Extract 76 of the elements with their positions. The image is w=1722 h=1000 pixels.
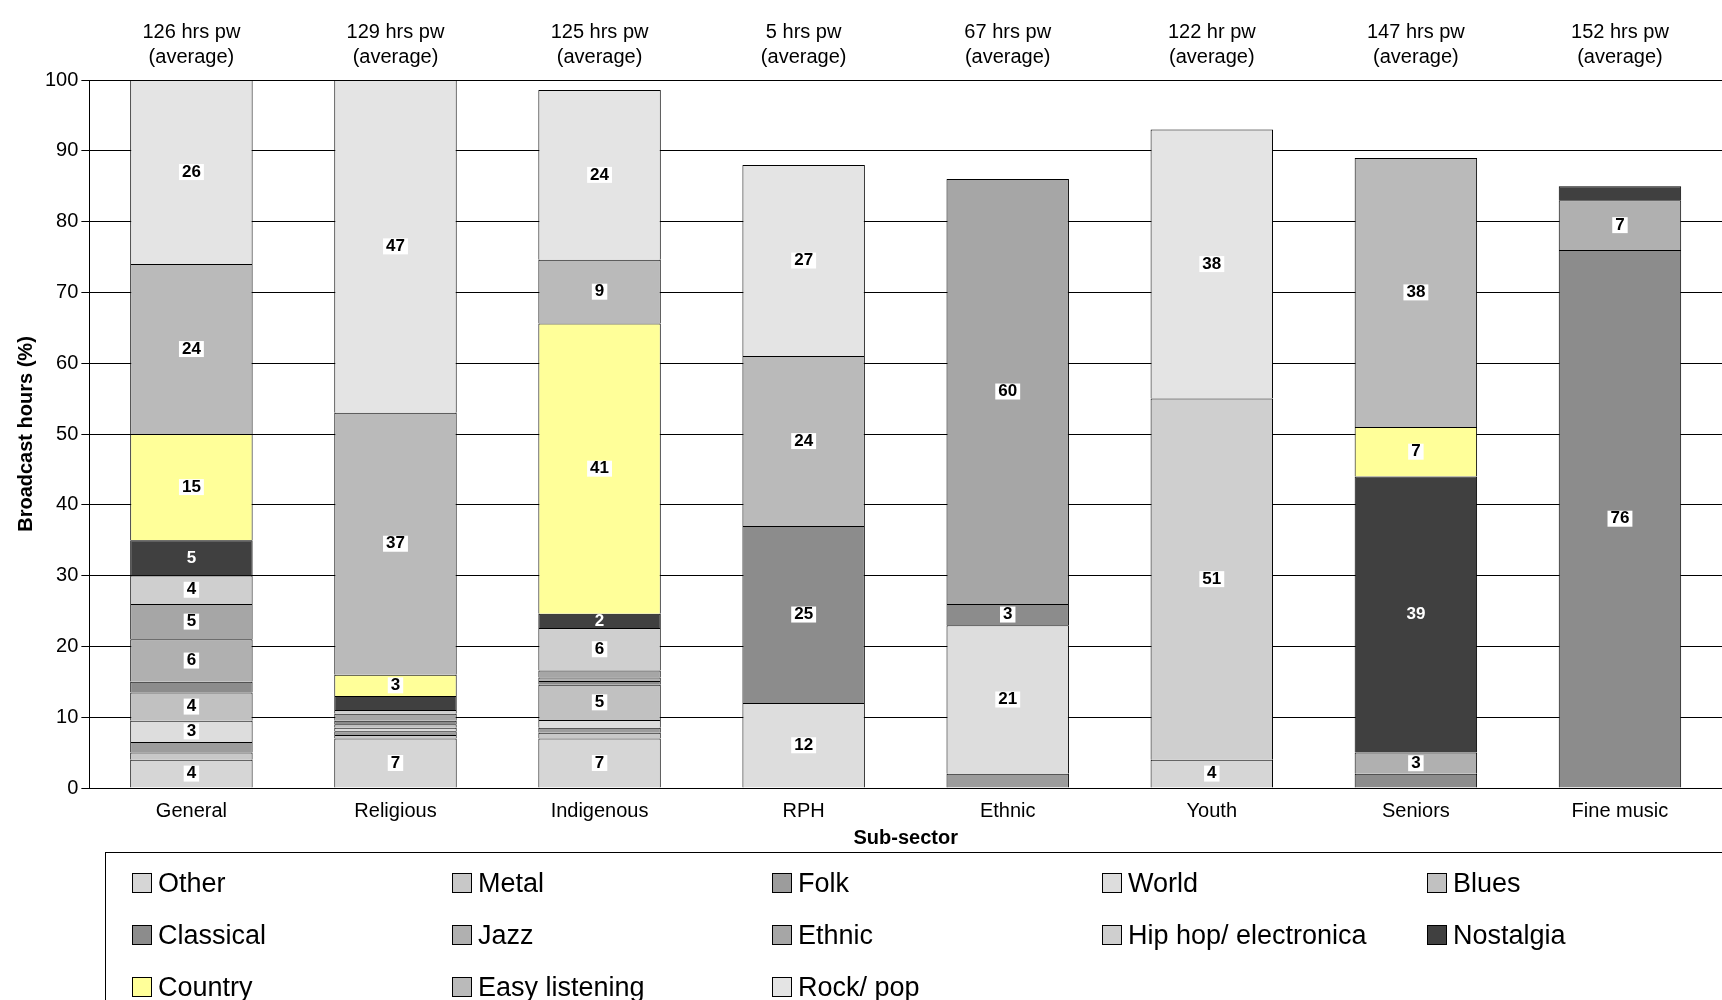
text: 152 hrs pw (average): [1571, 19, 1670, 67]
data-label: 6: [594, 638, 605, 658]
data-label: 3: [1002, 604, 1013, 624]
data-label: 15: [181, 476, 201, 496]
data-label: 27: [794, 250, 814, 270]
data-label: 60: [998, 381, 1018, 401]
text: 129 hrs pw (average): [346, 19, 445, 67]
data-label: 51: [1202, 568, 1222, 588]
text: 125 hrs pw (average): [550, 19, 650, 67]
y-tick-label: 70: [56, 279, 79, 302]
data-label: 37: [386, 533, 405, 553]
data-label: 47: [386, 236, 405, 256]
data-label: 3: [390, 675, 401, 695]
data-label: 5: [594, 692, 605, 712]
data-label: 24: [590, 164, 610, 184]
y-tick-label: 30: [56, 563, 79, 586]
data-label: 25: [794, 604, 814, 624]
data-label: 4: [186, 579, 197, 599]
y-axis-title: Broadcast hours (%): [13, 336, 36, 532]
data-label: 7: [1615, 214, 1625, 234]
text: 147 hrs pw (average): [1366, 19, 1466, 67]
legend-label: Metal: [478, 867, 545, 899]
y-tick-label: 0: [67, 775, 79, 798]
data-label: 2: [594, 610, 605, 630]
y-tick-label: 40: [56, 492, 79, 515]
x-tick-label: Seniors: [1381, 798, 1450, 821]
legend-label: World: [1128, 867, 1199, 899]
data-label: 26: [181, 161, 201, 181]
y-tick-label: 20: [56, 633, 79, 656]
x-tick-label: General: [155, 798, 227, 821]
text: 126 hrs pw (average): [142, 19, 241, 67]
data-label: 38: [1202, 253, 1222, 273]
data-label: 9: [594, 281, 605, 301]
x-tick-label: RPH: [782, 798, 825, 821]
data-label: 5: [186, 547, 197, 567]
data-label: 12: [794, 734, 814, 754]
data-label: 7: [594, 752, 605, 772]
x-tick-label: Ethnic: [979, 798, 1036, 821]
x-tick-label: Youth: [1186, 798, 1238, 821]
data-label: 38: [1406, 282, 1426, 302]
data-label: 24: [181, 338, 202, 358]
x-tick-label: Indigenous: [550, 798, 649, 821]
data-label: 76: [1610, 508, 1630, 528]
y-tick-label: 50: [56, 421, 79, 444]
legend-label: Jazz: [478, 919, 534, 951]
data-label: 41: [590, 458, 610, 478]
legend-label: Other: [158, 867, 226, 899]
data-label: 4: [1207, 763, 1218, 783]
y-tick-label: 10: [56, 704, 79, 727]
data-label: 39: [1406, 604, 1426, 624]
x-axis-title: Sub-sector: [853, 825, 959, 848]
x-tick-label: Religious: [354, 798, 437, 821]
data-label: 24: [794, 430, 814, 450]
data-label: 5: [186, 611, 197, 631]
legend-label: Ethnic: [798, 919, 874, 951]
y-tick-label: 100: [44, 67, 79, 90]
legend-label: Classical: [158, 919, 267, 951]
y-tick-label: 90: [56, 138, 79, 161]
text: 122 hr pw (average): [1167, 19, 1257, 67]
data-label: 21: [998, 689, 1018, 709]
legend-label: Hip hop/ electronica: [1128, 919, 1367, 951]
text: 67 hrs pw (average): [964, 19, 1052, 67]
data-label: 7: [1411, 441, 1421, 461]
x-tick-label: Fine music: [1571, 798, 1669, 821]
data-label: 4: [186, 696, 197, 716]
data-label: 3: [186, 721, 197, 741]
data-label: 6: [186, 650, 197, 670]
data-label: 4: [186, 763, 197, 783]
text: 5 hrs pw (average): [760, 19, 847, 67]
y-tick-label: 60: [56, 350, 79, 373]
data-label: 3: [1411, 752, 1421, 772]
y-tick-label: 80: [56, 209, 79, 232]
legend-label: Blues: [1453, 867, 1521, 899]
data-label: 7: [390, 752, 401, 772]
legend-label: Folk: [798, 867, 850, 899]
legend-label: Nostalgia: [1453, 919, 1566, 951]
